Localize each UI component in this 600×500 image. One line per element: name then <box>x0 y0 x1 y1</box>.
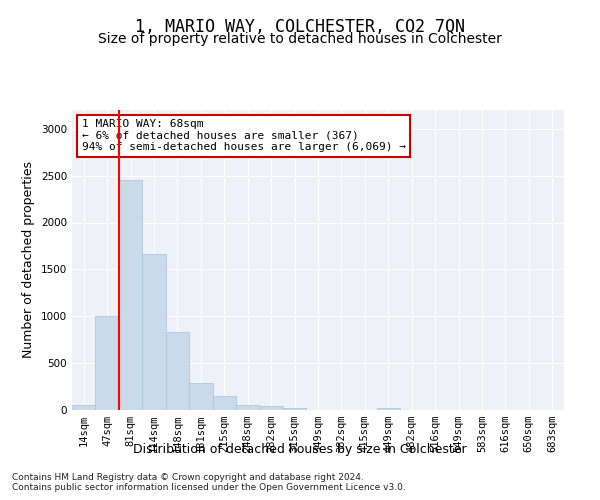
Bar <box>72 406 95 410</box>
Bar <box>259 406 283 410</box>
Text: Contains HM Land Registry data © Crown copyright and database right 2024.: Contains HM Land Registry data © Crown c… <box>12 472 364 482</box>
Text: Size of property relative to detached houses in Colchester: Size of property relative to detached ho… <box>98 32 502 46</box>
Bar <box>189 383 212 410</box>
Y-axis label: Number of detached properties: Number of detached properties <box>22 162 35 358</box>
Bar <box>212 396 236 410</box>
Bar <box>283 408 306 410</box>
Bar <box>142 254 166 410</box>
Bar <box>95 316 119 410</box>
Bar <box>377 408 400 410</box>
Text: Contains public sector information licensed under the Open Government Licence v3: Contains public sector information licen… <box>12 482 406 492</box>
Text: Distribution of detached houses by size in Colchester: Distribution of detached houses by size … <box>133 442 467 456</box>
Text: 1 MARIO WAY: 68sqm
← 6% of detached houses are smaller (367)
94% of semi-detache: 1 MARIO WAY: 68sqm ← 6% of detached hous… <box>82 119 406 152</box>
Bar <box>236 405 259 410</box>
Bar <box>119 180 142 410</box>
Text: 1, MARIO WAY, COLCHESTER, CO2 7QN: 1, MARIO WAY, COLCHESTER, CO2 7QN <box>135 18 465 36</box>
Bar <box>166 332 189 410</box>
